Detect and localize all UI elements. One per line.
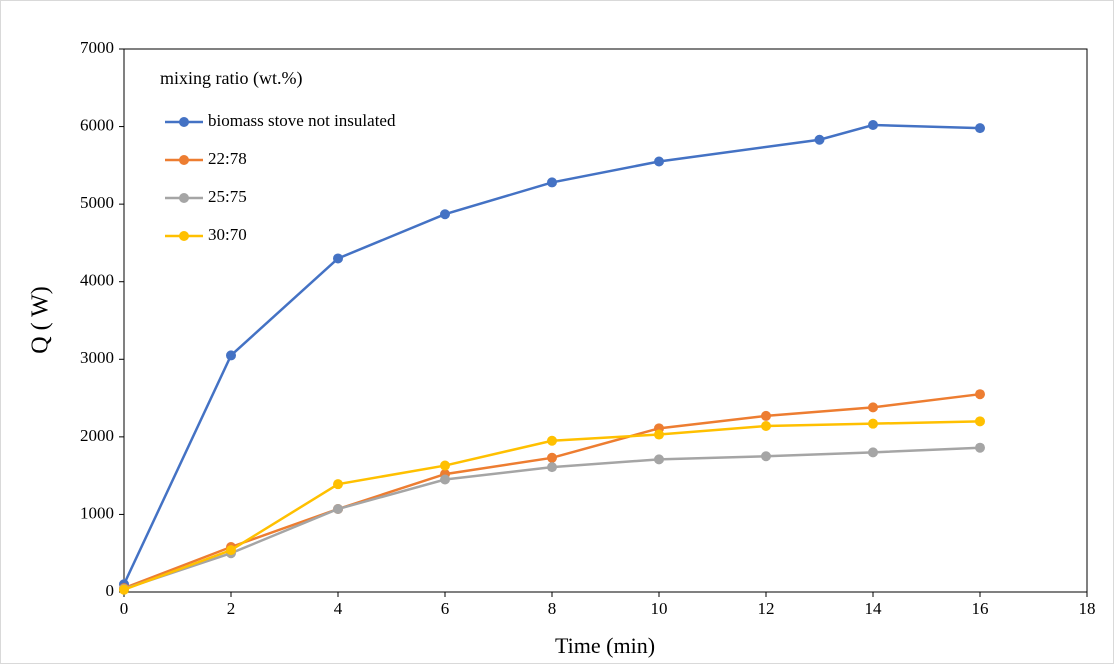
- data-point: [654, 429, 664, 440]
- data-point: [761, 451, 771, 462]
- y-axis-label: Q ( W): [28, 286, 54, 354]
- data-point: [654, 454, 664, 465]
- legend-title: mixing ratio (wt.%): [160, 68, 302, 89]
- data-point: [440, 460, 450, 471]
- data-point: [868, 418, 878, 429]
- data-point: [868, 120, 878, 131]
- legend-label: 25:75: [208, 187, 247, 206]
- y-tick-label: 6000: [80, 115, 114, 134]
- data-point: [333, 479, 343, 490]
- data-point: [547, 452, 557, 463]
- data-point: [440, 474, 450, 485]
- legend-label: 30:70: [208, 225, 247, 244]
- x-tick-label: 16: [972, 599, 989, 618]
- x-tick-label: 12: [758, 599, 775, 618]
- data-point: [333, 503, 343, 514]
- data-point: [975, 416, 985, 427]
- data-point: [547, 462, 557, 473]
- data-point: [975, 442, 985, 453]
- data-point: [547, 435, 557, 446]
- y-tick-label: 5000: [80, 193, 114, 212]
- data-point: [226, 350, 236, 361]
- legend-marker: [179, 193, 189, 203]
- data-point: [975, 123, 985, 134]
- legend-label: 22:78: [208, 149, 247, 168]
- x-tick-label: 8: [548, 599, 557, 618]
- legend-marker: [179, 231, 189, 241]
- legend-marker: [179, 155, 189, 165]
- x-tick-label: 14: [865, 599, 883, 618]
- data-point: [119, 584, 129, 595]
- x-tick-label: 4: [334, 599, 343, 618]
- data-point: [226, 545, 236, 556]
- x-tick-label: 10: [651, 599, 668, 618]
- x-tick-label: 6: [441, 599, 450, 618]
- plot-frame: [123, 48, 1088, 593]
- y-tick-label: 0: [106, 581, 115, 600]
- data-point: [975, 389, 985, 400]
- x-axis-label: Time (min): [555, 633, 655, 658]
- data-point: [333, 253, 343, 264]
- data-point: [547, 177, 557, 188]
- data-point: [761, 410, 771, 421]
- legend-marker: [179, 117, 189, 127]
- x-tick-label: 2: [227, 599, 236, 618]
- legend-label: biomass stove not insulated: [208, 111, 396, 130]
- data-point: [868, 447, 878, 458]
- y-tick-label: 2000: [80, 426, 114, 445]
- data-point: [654, 156, 664, 167]
- data-point: [761, 420, 771, 431]
- data-point: [868, 402, 878, 413]
- x-tick-label: 0: [120, 599, 129, 618]
- x-tick-label: 18: [1079, 599, 1096, 618]
- y-tick-label: 3000: [80, 348, 114, 367]
- y-tick-label: 1000: [80, 503, 114, 522]
- y-tick-label: 4000: [80, 271, 114, 290]
- data-point: [440, 209, 450, 220]
- data-point: [814, 134, 825, 145]
- y-tick-label: 7000: [80, 38, 114, 57]
